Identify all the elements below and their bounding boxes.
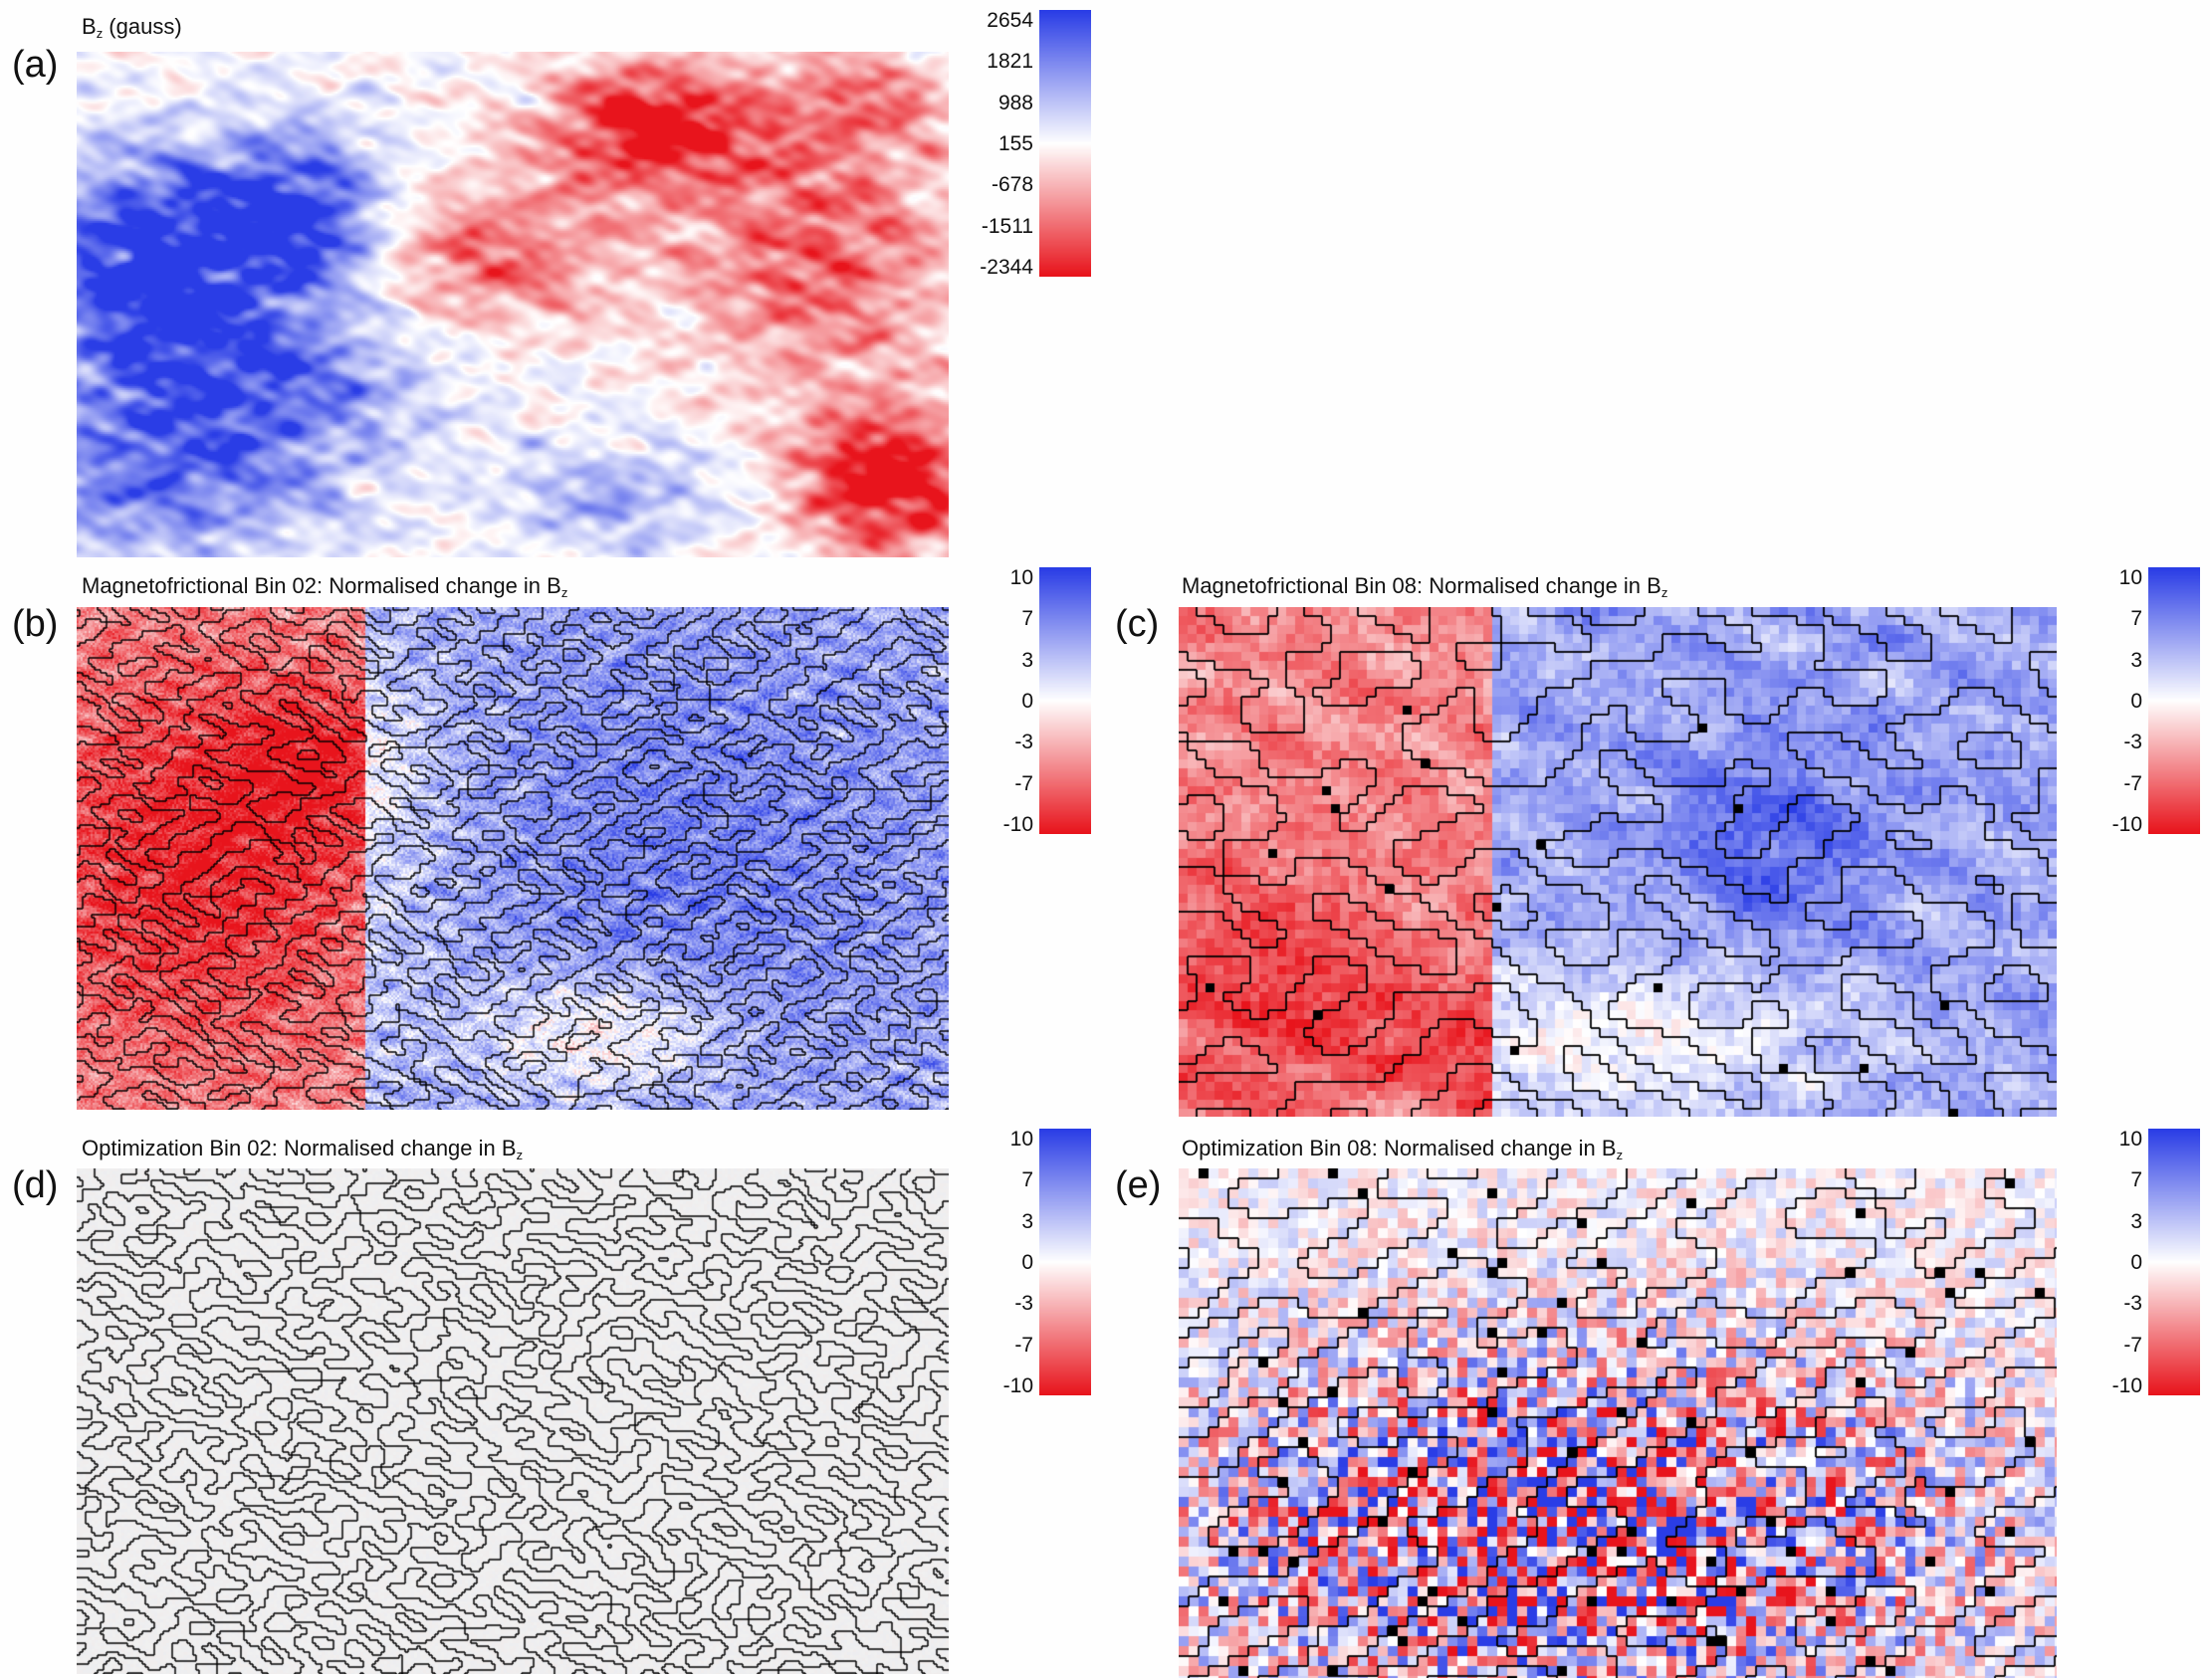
colorbar-tick-label: 10 xyxy=(1009,1128,1033,1151)
colorbar-tick-label: -10 xyxy=(1002,813,1033,836)
panel-a-title: Bz (gauss) xyxy=(82,14,182,41)
panel-d-letter: (d) xyxy=(12,1164,59,1206)
colorbar-tick-label: -7 xyxy=(2123,1333,2142,1357)
colorbar-tick-label: 3 xyxy=(2130,648,2142,672)
colorbar-tick-label: 10 xyxy=(2118,566,2142,589)
colorbar-tick-label: -2344 xyxy=(980,256,1033,279)
colorbar-tick-label: -10 xyxy=(1002,1374,1033,1397)
panel-e-heatmap xyxy=(1179,1168,2057,1678)
colorbar-tick-label: 0 xyxy=(1021,690,1033,713)
colorbar-tick-label: -7 xyxy=(2123,771,2142,795)
colorbar-tick-label: 10 xyxy=(1009,566,1033,589)
panel-e-title: Optimization Bin 08: Normalised change i… xyxy=(1182,1136,1624,1162)
colorbar-tick-label: 0 xyxy=(1021,1251,1033,1274)
colorbar-tick-label: -3 xyxy=(1014,731,1033,754)
panel-b-heatmap xyxy=(77,607,949,1110)
colorbar-tick-label: 7 xyxy=(1021,607,1033,631)
colorbar-tick-label: -10 xyxy=(2111,813,2142,836)
panel-b-colorbar xyxy=(1039,567,1091,834)
colorbar-tick-label: -3 xyxy=(1014,1292,1033,1316)
colorbar-tick-label: -7 xyxy=(1014,1333,1033,1357)
panel-c-letter: (c) xyxy=(1115,603,1160,645)
colorbar-tick-label: 3 xyxy=(2130,1209,2142,1233)
colorbar-tick-label: 988 xyxy=(997,91,1033,114)
panel-e-colorbar xyxy=(2148,1129,2200,1395)
colorbar-tick-label: 0 xyxy=(2130,690,2142,713)
colorbar-tick-label: 2654 xyxy=(987,9,1033,32)
panel-c-title: Magnetofrictional Bin 08: Normalised cha… xyxy=(1182,573,1668,600)
panel-c-heatmap xyxy=(1179,607,2057,1117)
panel-b-letter: (b) xyxy=(12,603,59,645)
colorbar-tick-label: -678 xyxy=(991,173,1033,197)
colorbar-tick-label: 7 xyxy=(2130,1168,2142,1192)
colorbar-tick-label: 10 xyxy=(2118,1128,2142,1151)
colorbar-tick-label: -10 xyxy=(2111,1374,2142,1397)
panel-a-colorbar xyxy=(1039,10,1091,277)
colorbar-tick-label: 155 xyxy=(997,132,1033,155)
colorbar-tick-label: -7 xyxy=(1014,771,1033,795)
colorbar-tick-label: 7 xyxy=(2130,607,2142,631)
colorbar-tick-label: 3 xyxy=(1021,1209,1033,1233)
colorbar-tick-label: -1511 xyxy=(981,214,1033,238)
colorbar-tick-label: 3 xyxy=(1021,648,1033,672)
panel-a-letter: (a) xyxy=(12,44,59,86)
colorbar-tick-label: 1821 xyxy=(987,50,1033,74)
colorbar-tick-label: 7 xyxy=(1021,1168,1033,1192)
colorbar-tick-label: -3 xyxy=(2123,731,2142,754)
panel-d-heatmap xyxy=(77,1168,949,1674)
panel-d-colorbar xyxy=(1039,1129,1091,1395)
panel-d-title: Optimization Bin 02: Normalised change i… xyxy=(82,1136,524,1162)
panel-b-title: Magnetofrictional Bin 02: Normalised cha… xyxy=(82,573,568,600)
colorbar-tick-label: 0 xyxy=(2130,1251,2142,1274)
panel-a-heatmap xyxy=(77,52,949,557)
panel-e-letter: (e) xyxy=(1115,1164,1162,1206)
panel-c-colorbar xyxy=(2148,567,2200,834)
colorbar-tick-label: -3 xyxy=(2123,1292,2142,1316)
